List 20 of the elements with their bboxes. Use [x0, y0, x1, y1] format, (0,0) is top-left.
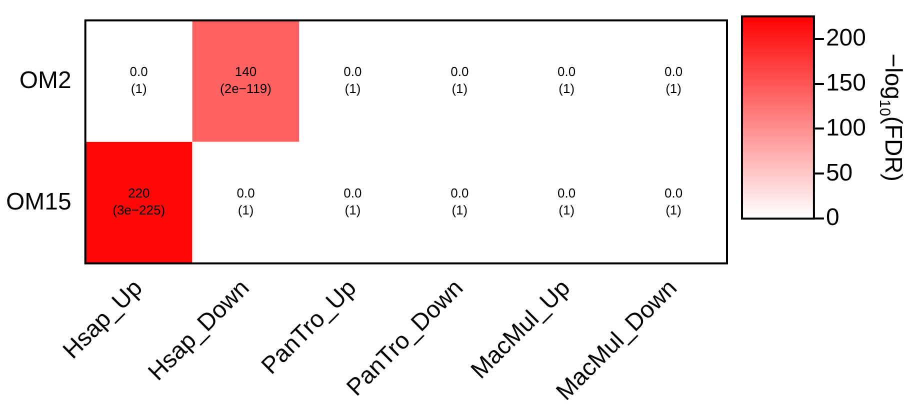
- data-label: 0.0 (1): [236, 186, 255, 218]
- data-label: 0.0 (1): [130, 64, 148, 96]
- color-bar-label: 150: [826, 69, 866, 96]
- data-label: 0.0 (1): [558, 186, 576, 218]
- data-label: 140 (2e−119): [220, 64, 272, 96]
- data-label: 0.0 (1): [664, 64, 683, 96]
- color-bar-title: −log10(FDR): [876, 53, 906, 182]
- data-label: 0.0 (1): [344, 64, 362, 96]
- data-label: 0.0 (1): [450, 186, 469, 218]
- y-tick-label: OM2: [19, 66, 72, 94]
- color-bar-label: 50: [826, 159, 853, 186]
- data-label: 0.0 (1): [344, 186, 362, 218]
- color-bar-label: 0: [826, 204, 840, 232]
- data-label: 0.0 (1): [558, 64, 576, 96]
- data-label: 0.0 (1): [450, 64, 469, 96]
- color-bar-label: 100: [826, 114, 866, 142]
- y-tick-label: OM15: [6, 188, 72, 216]
- color-bar-label: 200: [826, 24, 866, 52]
- data-label: 0.0 (1): [664, 186, 683, 218]
- data-label: 220 (3e−225): [112, 186, 166, 218]
